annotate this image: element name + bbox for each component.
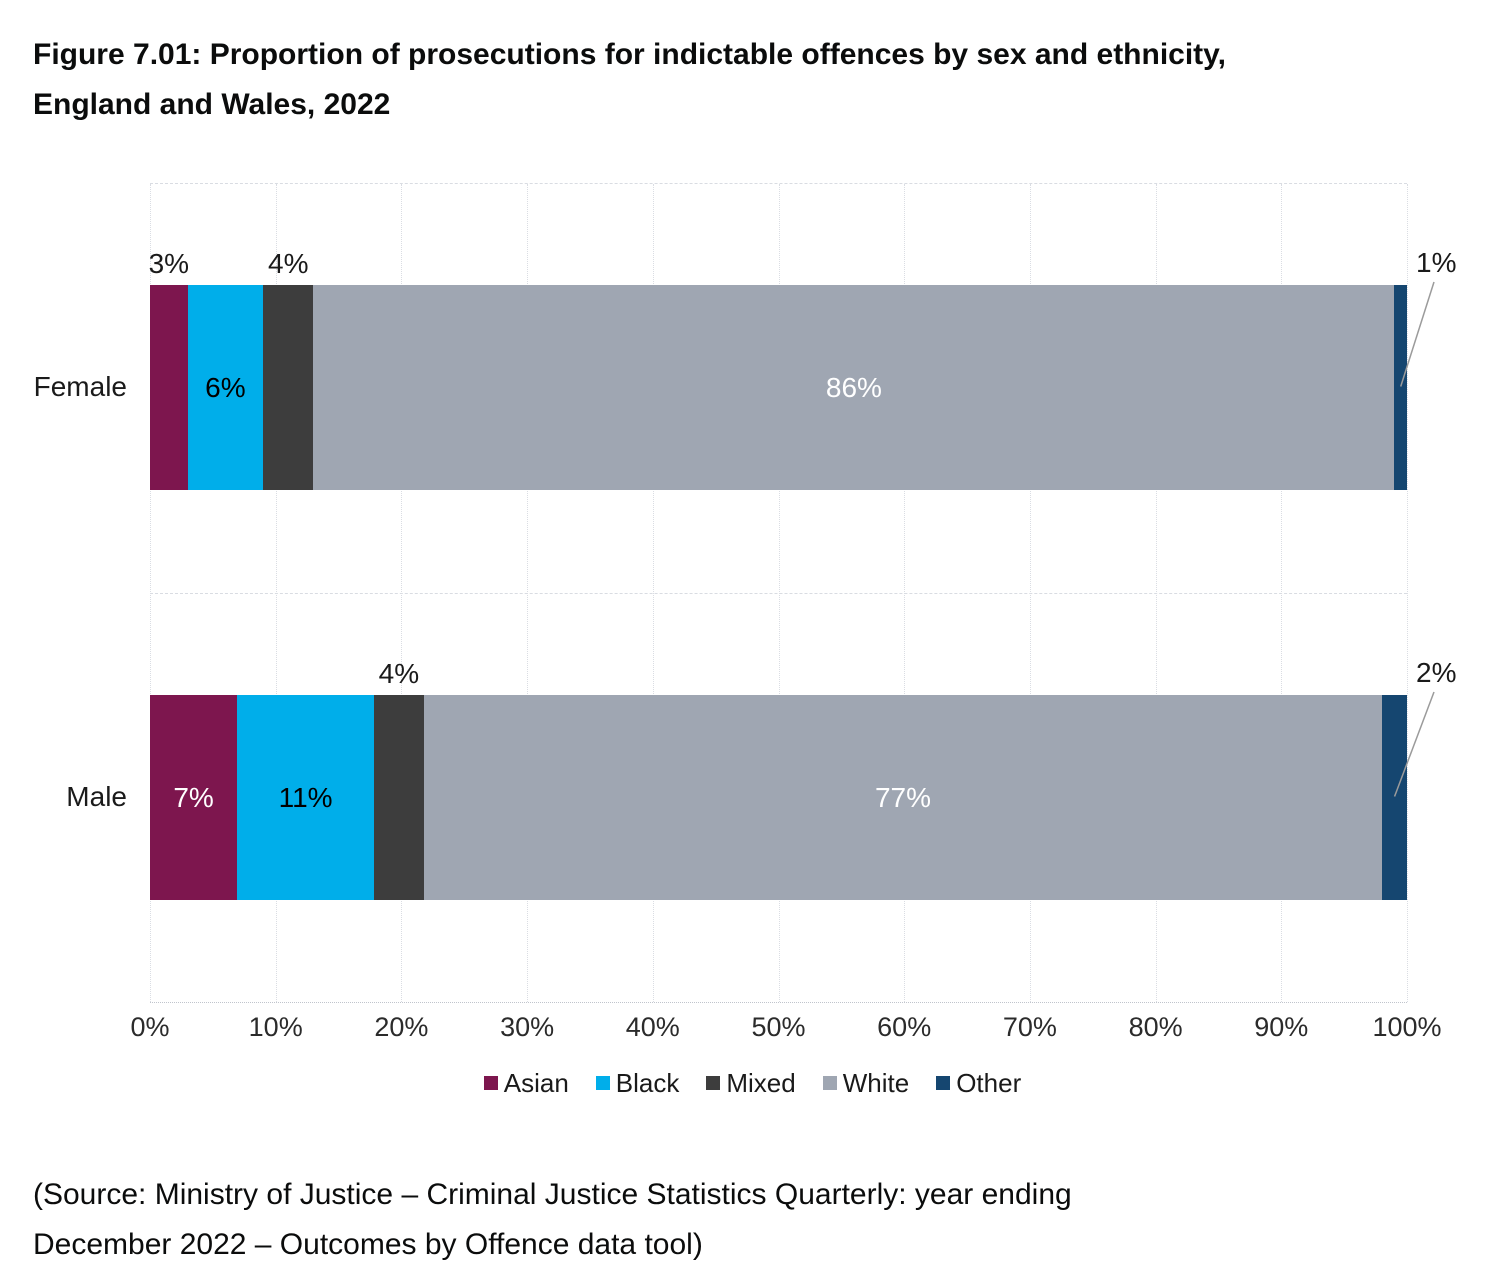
x-axis: 0% 10% 20% 30% 40% 50% 60% 70% 80% 90% 100%: [130, 1012, 1441, 1052]
data-label: 4%: [268, 248, 309, 279]
legend-item-white: White: [822, 1067, 910, 1099]
legend-label: Other: [956, 1067, 1022, 1098]
bar-segment-mixed: [374, 695, 424, 900]
data-label: 2%: [1416, 657, 1457, 688]
bar-segment-mixed: [263, 285, 314, 490]
legend-label: White: [842, 1067, 910, 1098]
legend-label: Asian: [503, 1067, 569, 1098]
x-tick-label: 80%: [1128, 1012, 1183, 1042]
category-label-female: Female: [33, 370, 127, 402]
bar-segment-asian: 7%: [150, 695, 238, 900]
data-label: 3%: [148, 248, 190, 279]
x-tick-label: 100%: [1372, 1012, 1442, 1042]
legend-item-asian: Asian: [483, 1067, 569, 1099]
x-tick-label: 30%: [500, 1012, 555, 1042]
bar-segment-white: 86%: [313, 285, 1395, 490]
legend-label: Black: [615, 1067, 680, 1098]
data-label: 4%: [378, 658, 420, 689]
plot-area: 6% 86% 3% 4% 7% 11% 77% 4%: [148, 183, 1408, 1003]
bar-segment-asian: [150, 285, 188, 490]
legend-item-mixed: Mixed: [706, 1067, 796, 1099]
legend-label: Mixed: [726, 1067, 796, 1098]
bar-segment-white: 77%: [423, 695, 1383, 900]
bar-segment-other: [1382, 695, 1408, 900]
bar-segment-black: 11%: [237, 695, 375, 900]
legend-item-other: Other: [936, 1068, 1021, 1099]
x-tick-label: 40%: [625, 1012, 680, 1042]
legend-swatch-other: [936, 1076, 951, 1090]
legend-swatch-black: [595, 1076, 610, 1090]
figure-title: Figure 7.01: Proportion of prosecutions …: [33, 30, 1226, 130]
bar-segment-other: [1394, 285, 1407, 490]
data-label: 1%: [1416, 247, 1457, 278]
bar-male: 7% 11% 77%: [150, 695, 1408, 900]
x-tick-label: 10%: [248, 1012, 303, 1042]
x-tick-label: 50%: [751, 1012, 806, 1042]
source-note: (Source: Ministry of Justice – Criminal …: [33, 1170, 1072, 1270]
gridline-horizontal: [150, 593, 1407, 594]
figure-title-line-1: Figure 7.01: Proportion of prosecutions …: [33, 38, 1226, 71]
bar-segment-black: 6%: [187, 285, 264, 490]
legend-swatch-asian: [483, 1076, 498, 1090]
bar-female: 6% 86%: [150, 285, 1407, 490]
gridline-vertical: [1407, 184, 1408, 1002]
x-tick-label: 60%: [877, 1012, 932, 1042]
legend-swatch-white: [822, 1076, 837, 1090]
legend: Asian Black Mixed White Other: [0, 1066, 1505, 1100]
source-note-line-2: December 2022 – Outcomes by Offence data…: [33, 1228, 703, 1261]
x-tick-label: 70%: [1002, 1012, 1057, 1042]
category-label-male: Male: [66, 780, 127, 812]
x-tick-label: 90%: [1254, 1012, 1309, 1042]
x-tick-label: 0%: [130, 1012, 170, 1042]
legend-item-black: Black: [595, 1067, 680, 1099]
legend-swatch-mixed: [706, 1076, 721, 1090]
source-note-line-1: (Source: Ministry of Justice – Criminal …: [33, 1178, 1072, 1211]
x-tick-label: 20%: [374, 1012, 429, 1042]
figure-title-line-2: England and Wales, 2022: [33, 88, 391, 121]
